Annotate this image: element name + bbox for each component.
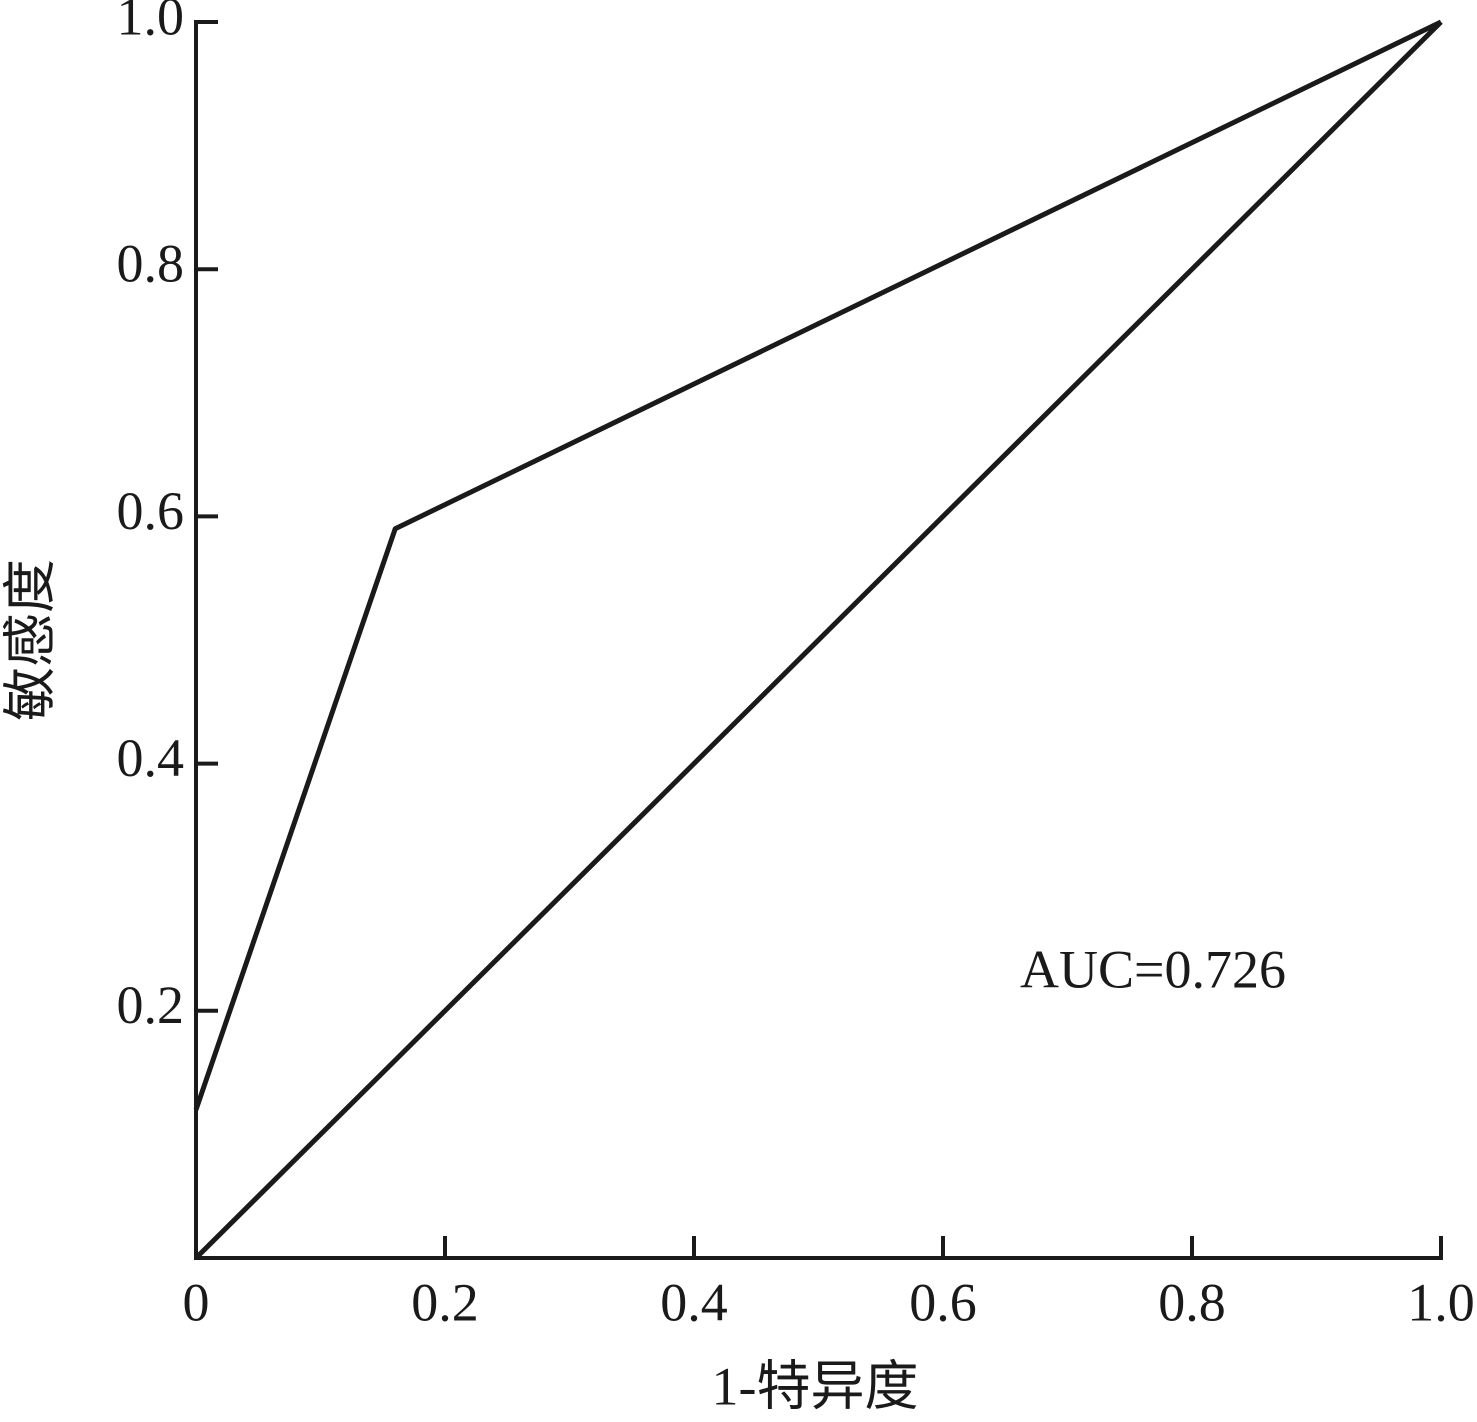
x-axis-label: 1-特异度 bbox=[712, 1356, 919, 1416]
y-tick-label: 0.8 bbox=[117, 234, 185, 294]
y-tick-label: 0.2 bbox=[117, 975, 185, 1035]
x-tick-label: 0.2 bbox=[411, 1272, 479, 1332]
y-tick-label: 1.0 bbox=[117, 0, 185, 46]
x-tick-label: 1.0 bbox=[1407, 1272, 1475, 1332]
roc-line bbox=[194, 20, 1443, 1260]
x-tick-label: 0.8 bbox=[1158, 1272, 1226, 1332]
y-axis-label: 敏感度 bbox=[0, 559, 60, 721]
y-tick-label: 0.6 bbox=[117, 481, 185, 541]
x-tick-label: 0.4 bbox=[660, 1272, 728, 1332]
x-tick-label: 0 bbox=[183, 1272, 210, 1332]
y-tick-label: 0.4 bbox=[117, 728, 185, 788]
auc-annotation: AUC=0.726 bbox=[1020, 939, 1286, 999]
x-tick-label: 0.6 bbox=[909, 1272, 977, 1332]
roc-line bbox=[193, 19, 1443, 1111]
